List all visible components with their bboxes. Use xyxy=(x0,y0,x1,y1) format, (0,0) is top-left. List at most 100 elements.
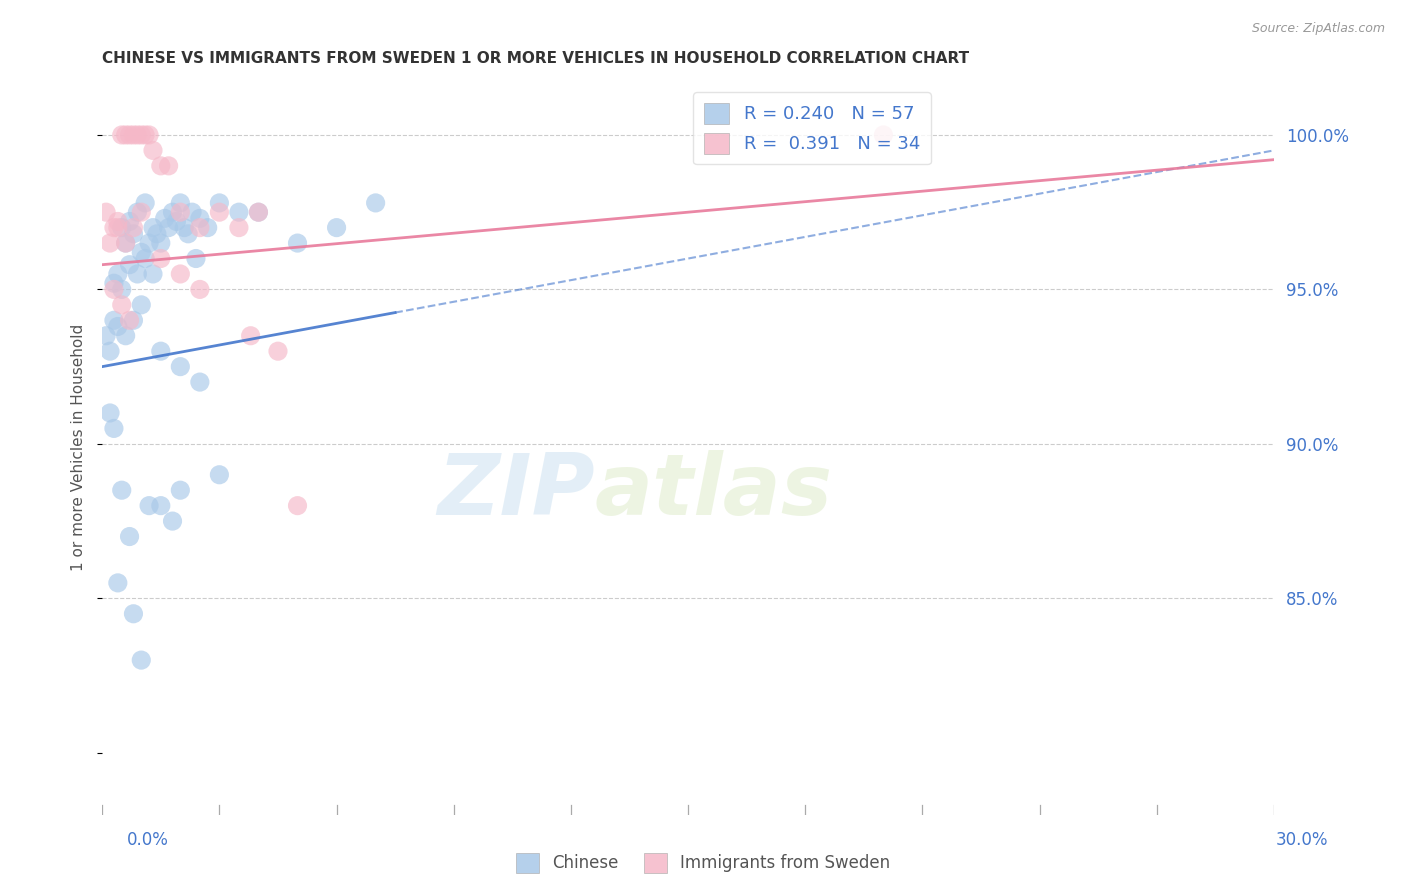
Point xyxy=(107,267,129,281)
Point xyxy=(103,220,125,235)
Point xyxy=(169,359,191,374)
Point xyxy=(149,236,172,251)
Point xyxy=(118,530,141,544)
Legend: R = 0.240   N = 57, R =  0.391   N = 34: R = 0.240 N = 57, R = 0.391 N = 34 xyxy=(693,92,931,164)
Point xyxy=(153,211,176,226)
Point xyxy=(94,328,117,343)
Point xyxy=(118,313,141,327)
Point xyxy=(94,205,117,219)
Point xyxy=(107,319,129,334)
Point xyxy=(122,227,145,241)
Text: Source: ZipAtlas.com: Source: ZipAtlas.com xyxy=(1251,22,1385,36)
Point xyxy=(138,236,160,251)
Point xyxy=(184,252,207,266)
Point xyxy=(118,214,141,228)
Point xyxy=(247,205,270,219)
Point xyxy=(157,159,180,173)
Point xyxy=(122,128,145,142)
Point xyxy=(142,220,165,235)
Point xyxy=(127,205,149,219)
Point xyxy=(157,220,180,235)
Point xyxy=(114,128,136,142)
Point xyxy=(142,144,165,158)
Point xyxy=(127,128,149,142)
Point xyxy=(325,220,347,235)
Point xyxy=(364,195,387,210)
Point xyxy=(169,195,191,210)
Point xyxy=(107,220,129,235)
Point xyxy=(208,205,231,219)
Point xyxy=(103,421,125,435)
Point xyxy=(134,195,156,210)
Text: ZIP: ZIP xyxy=(437,450,595,533)
Point xyxy=(111,483,134,498)
Point xyxy=(188,211,211,226)
Point xyxy=(107,575,129,590)
Point xyxy=(111,220,134,235)
Point xyxy=(228,205,250,219)
Point xyxy=(188,282,211,296)
Point xyxy=(107,214,129,228)
Point xyxy=(127,267,149,281)
Point xyxy=(98,236,121,251)
Point xyxy=(134,128,156,142)
Point xyxy=(111,298,134,312)
Point xyxy=(188,375,211,389)
Point xyxy=(228,220,250,235)
Point xyxy=(138,128,160,142)
Point xyxy=(181,205,204,219)
Text: 0.0%: 0.0% xyxy=(127,831,169,849)
Point xyxy=(287,499,309,513)
Point xyxy=(149,344,172,359)
Y-axis label: 1 or more Vehicles in Household: 1 or more Vehicles in Household xyxy=(72,323,86,571)
Point xyxy=(208,195,231,210)
Point xyxy=(197,220,219,235)
Point xyxy=(118,258,141,272)
Point xyxy=(142,267,165,281)
Point xyxy=(122,607,145,621)
Point xyxy=(287,236,309,251)
Point xyxy=(149,499,172,513)
Point xyxy=(129,128,152,142)
Text: atlas: atlas xyxy=(595,450,832,533)
Point xyxy=(114,328,136,343)
Point xyxy=(173,220,195,235)
Point xyxy=(208,467,231,482)
Point xyxy=(177,227,200,241)
Point xyxy=(129,205,152,219)
Point xyxy=(114,236,136,251)
Point xyxy=(239,328,262,343)
Point xyxy=(146,227,169,241)
Point xyxy=(134,252,156,266)
Point xyxy=(149,159,172,173)
Point xyxy=(103,313,125,327)
Point xyxy=(162,205,184,219)
Point xyxy=(138,499,160,513)
Point xyxy=(165,214,187,228)
Point xyxy=(122,313,145,327)
Point xyxy=(162,514,184,528)
Point xyxy=(129,298,152,312)
Point xyxy=(103,282,125,296)
Point xyxy=(122,220,145,235)
Legend: Chinese, Immigrants from Sweden: Chinese, Immigrants from Sweden xyxy=(509,847,897,880)
Point xyxy=(111,128,134,142)
Point xyxy=(169,483,191,498)
Point xyxy=(98,406,121,420)
Point xyxy=(247,205,270,219)
Point xyxy=(129,245,152,260)
Point xyxy=(129,653,152,667)
Point xyxy=(169,267,191,281)
Text: CHINESE VS IMMIGRANTS FROM SWEDEN 1 OR MORE VEHICLES IN HOUSEHOLD CORRELATION CH: CHINESE VS IMMIGRANTS FROM SWEDEN 1 OR M… xyxy=(103,51,969,66)
Text: 30.0%: 30.0% xyxy=(1277,831,1329,849)
Point xyxy=(103,277,125,291)
Point xyxy=(188,220,211,235)
Point xyxy=(149,252,172,266)
Point xyxy=(111,282,134,296)
Point xyxy=(267,344,290,359)
Point xyxy=(169,205,191,219)
Point xyxy=(98,344,121,359)
Point xyxy=(114,236,136,251)
Point xyxy=(118,128,141,142)
Point xyxy=(872,128,894,142)
